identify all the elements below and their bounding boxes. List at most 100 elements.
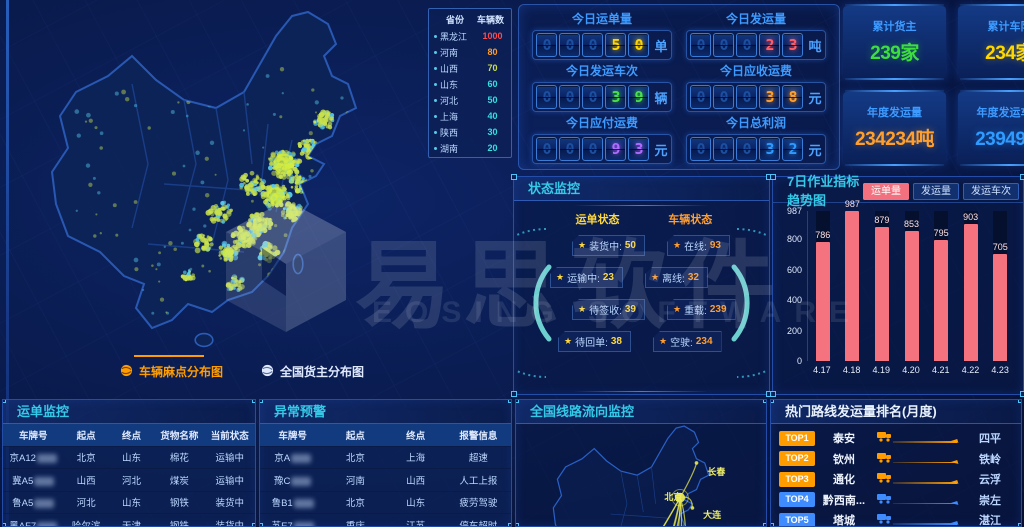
bar-value-label: 853 [904,219,920,230]
blurred-plate-suffix [36,454,57,464]
legend-row: 上海 40 [433,108,507,124]
route-arrow-line [893,461,957,464]
status-item: ★ 重载: 239 [666,299,736,320]
truck-icon [877,452,891,463]
status-item: ★ 装货中: 50 [572,235,645,256]
x-axis: 4.17 4.18 4.19 4.20 4.21 4.22 4.23 [807,365,1015,375]
flip-digit-zero: 0 [736,85,758,109]
legend-row: 湖南 20 [433,140,507,156]
summary-value: 23949次 [975,129,1024,150]
table-cell: 超速 [445,445,511,469]
flow-map [552,425,710,526]
y-tick-label: 200 [786,325,802,336]
flip-digit: 3 [759,85,781,109]
bar [815,241,830,361]
flip-digit: 3 [782,33,804,57]
chart-tab-2[interactable]: 发运量 [913,182,959,200]
legend-dot-icon [434,130,437,134]
hot-routes-title: 热门路线发运量排名(月度) [771,400,1021,424]
today-stat-3: 今日应付运费 0 0 0 9 3 元 [525,113,679,165]
table-cell: 京A12 [3,445,64,469]
table-row: 鲁A5 河北 山东 钢铁 装货中 [3,490,255,514]
chart-tab-3[interactable]: 发运车次 [963,182,1019,200]
map-tab-1[interactable]: 车辆麻点分布图 [120,355,223,380]
route-flow-title: 全国线路流向监控 [516,400,766,424]
table-cell: 豫C [260,468,326,491]
panel-corner-bl [516,523,519,526]
left-accent-line [6,0,9,527]
status-item-value: 239 [709,304,727,315]
route-arrow-line [893,523,957,525]
trend-chart-panel: 7日作业指标趋势图 运单量 发运量 发运车次 987 800 600 400 200 0 78… [770,174,1024,397]
legend-dot-icon [434,50,437,54]
blurred-plate-suffix [34,499,55,509]
origin-city: 通化 [833,474,855,487]
panel-corner-br [1018,523,1021,526]
flip-digit: 8 [782,85,804,109]
legend-body: 黑龙江 1000 河南 80 山西 70 山东 60 河北 50 上海 40 陕西 30 湖南 20 [433,28,507,156]
flip-digit-zero: 0 [559,85,581,109]
status-item-label: 待回单: [575,338,608,349]
status-item-label: 装货中: [589,242,622,253]
status-item-wrap: ★ 装货中: 50 [572,235,645,267]
bar-value-label: 879 [874,215,890,226]
waybill-monitor-panel: 运单监控 车牌号 起点 终点 货物名称 当前状态 京A12 北京 山东 棉花 运输中 冀A5 山西 河北… [2,399,256,527]
flip-digit: 0 [628,33,650,57]
legend-row: 陕西 30 [433,124,507,140]
flip-digit-zero: 0 [536,137,558,161]
hot-route-row-5: TOP5 塔城 湛江 [779,510,1013,526]
legend-province: 山东 [440,79,459,90]
panel-corner-tl [771,400,774,403]
flip-digit-zero: 0 [536,85,558,109]
status-item-wrap: ★ 待回单: 38 [558,331,645,363]
plate-number: 苏E7 [272,521,314,526]
table-cell: 北京 [325,445,386,469]
rank-badge: TOP1 [779,430,815,446]
legend-dot-icon [434,146,437,150]
column-header: 车牌号 [260,424,326,446]
status-item-wrap: ★ 重载: 239 [666,299,736,331]
summary-value: 234家 [985,43,1024,64]
table-cell: 北京 [63,445,109,469]
table-cell: 河北 [63,490,109,514]
summary-value: 234234吨 [855,129,934,150]
plate-number: 京A [274,453,312,464]
map-tabs: 车辆麻点分布图 全国货主分布图 [120,355,440,380]
flip-digit: 2 [759,33,781,57]
map-tab-2[interactable]: 全国货主分布图 [261,355,364,380]
blurred-plate-suffix [291,454,312,464]
panel-corner-bl [770,391,776,397]
flip-digit-zero: 0 [536,33,558,57]
table-cell: 河南 [325,468,386,491]
table-cell: 天津 [108,513,155,526]
legend-dot-icon [434,114,437,118]
route-line [877,451,963,467]
today-stat-title: 今日发运车次 [565,64,638,78]
stat-unit: 辆 [654,90,668,106]
chart-header: 7日作业指标趋势图 运单量 发运量 发运车次 [773,174,1023,208]
star-icon: ★ [578,240,587,250]
panel-corner-tr [1020,174,1024,180]
today-stat-title: 今日运单量 [571,12,632,26]
status-item: ★ 待签收: 39 [572,299,645,320]
table-row: 黑AF7 哈尔滨 天津 钢铁 装货中 [3,513,255,526]
status-item-label: 空驶: [670,338,693,349]
summary-box-1: 累计货主 239家 [843,4,946,80]
route-arrow-line [893,441,957,443]
table-cell: 人工上报 [445,468,511,491]
flip-digit-zero: 0 [690,33,712,57]
panel-corner-br [252,523,255,526]
flip-digit-zero: 0 [713,137,735,161]
table-cell: 苏E7 [260,513,326,526]
bar-value-label: 795 [933,228,949,239]
flip-digit-zero: 0 [582,33,604,57]
legend-count: 20 [487,143,498,153]
chart-tab-1[interactable]: 运单量 [863,182,909,200]
legend-province: 山西 [440,63,459,74]
table-row: 豫C 河南 山西 人工上报 [260,468,511,491]
stat-unit: 元 [808,90,822,106]
